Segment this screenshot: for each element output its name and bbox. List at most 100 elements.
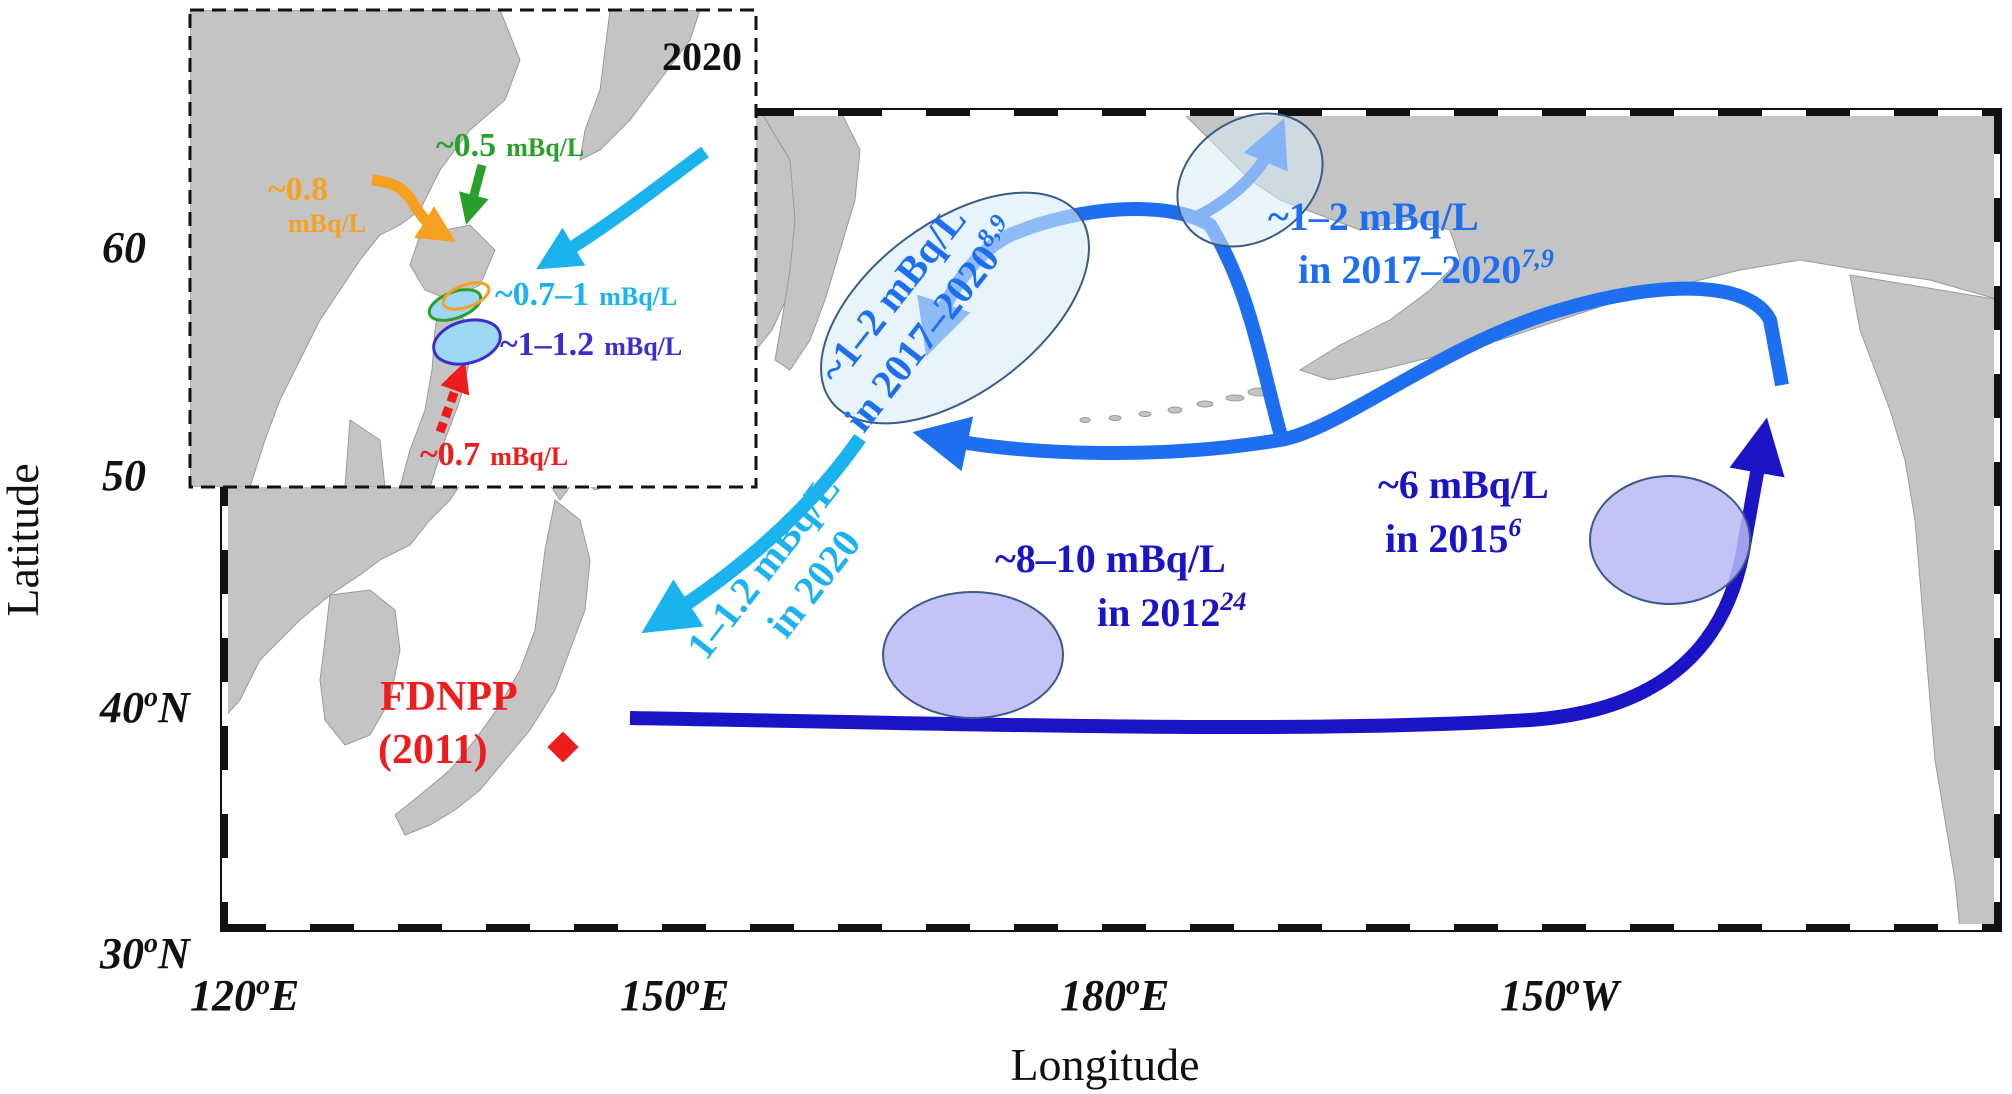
okhotsk-area: [820, 191, 1090, 425]
frame-tick: [1850, 110, 1894, 116]
frame-tick: [222, 924, 266, 930]
frame-tick: [1994, 242, 2000, 286]
frame-tick: [1278, 924, 1322, 930]
x-axis-labels: 120oE 150oE 180oE 150oW: [190, 970, 1622, 1020]
frame-tick: [882, 110, 926, 116]
frame-tick: [1410, 110, 1454, 116]
x-tick-label: 180oE: [1060, 970, 1169, 1020]
mid-blue-loop-arrow: [912, 281, 1789, 472]
frame-tick: [1718, 924, 1762, 930]
frame-tick: [1630, 110, 1674, 116]
frame-tick: [1366, 924, 1410, 930]
frame-tick: [970, 924, 1014, 930]
frame-tick: [222, 638, 228, 682]
frame-tick: [1146, 110, 1190, 116]
inset-blue-area: [432, 318, 502, 366]
frame-tick: [1674, 110, 1718, 116]
frame-tick: [1234, 924, 1278, 930]
frame-tick: [1994, 814, 2000, 858]
frame-tick: [794, 924, 838, 930]
inset-green-arrow: [459, 163, 489, 225]
inset-year: 2020: [662, 34, 742, 79]
frame-tick: [1102, 924, 1146, 930]
east-period: in 20156: [1385, 513, 1521, 561]
inset-green-value: ~0.5 mBq/L: [436, 127, 584, 164]
frame-tick: [1630, 924, 1674, 930]
y-axis-labels: 30oN 40oN: [99, 682, 192, 978]
frame-tick: [1102, 110, 1146, 116]
frame-tick: [706, 924, 750, 930]
frame-tick: [222, 858, 228, 902]
central-period: in 201224: [1097, 587, 1246, 635]
frame-tick: [1994, 462, 2000, 506]
frame-tick: [1586, 110, 1630, 116]
bering-value: ~1–2 mBq/L: [1268, 194, 1479, 239]
frame-tick: [1542, 924, 1586, 930]
frame-tick: [442, 924, 486, 930]
frame-tick: [1994, 330, 2000, 374]
frame-tick: [1058, 924, 1102, 930]
frame-tick: [970, 110, 1014, 116]
frame-tick: [1498, 110, 1542, 116]
fdnpp-year: (2011): [378, 727, 488, 773]
frame-tick: [1542, 110, 1586, 116]
frame-tick: [222, 506, 228, 550]
aleutian-islands: [1079, 387, 1273, 423]
frame-tick: [1410, 924, 1454, 930]
frame-tick: [1366, 110, 1410, 116]
frame-tick: [222, 550, 228, 594]
frame-tick: [750, 924, 794, 930]
frame-tick: [1718, 110, 1762, 116]
y-axis-title: Latitude: [0, 463, 48, 616]
frame-tick: [662, 924, 706, 930]
frame-tick: [794, 110, 838, 116]
inset-orange-value: ~0.8: [268, 171, 328, 208]
frame-tick: [222, 594, 228, 638]
frame-tick: [1994, 902, 2000, 930]
inset-orange-arrow: [371, 174, 456, 242]
frame-tick: [1762, 110, 1806, 116]
frame-tick: [222, 682, 228, 726]
frame-tick: [222, 814, 228, 858]
x-tick-label: 150oE: [620, 970, 729, 1020]
frame-tick: [1994, 418, 2000, 462]
korea-land: [319, 589, 401, 746]
inset-y-tick-label: 50: [102, 451, 146, 500]
inset-red-value: ~0.7 mBq/L: [420, 436, 568, 473]
frame-tick: [1994, 858, 2000, 902]
frame-tick: [1994, 594, 2000, 638]
japan-land: [394, 499, 591, 836]
frame-tick: [1014, 110, 1058, 116]
frame-tick: [1994, 286, 2000, 330]
frame-tick: [1850, 924, 1894, 930]
frame-tick: [1994, 374, 2000, 418]
frame-tick: [926, 110, 970, 116]
frame-tick: [574, 924, 618, 930]
frame-tick: [838, 110, 882, 116]
frame-tick: [1994, 638, 2000, 682]
main-map: FDNPP (2011) ~1–2 mBq/L in 2017–20208,9 …: [220, 108, 2002, 932]
frame-tick: [1278, 110, 1322, 116]
frame-tick: [1498, 924, 1542, 930]
frame-tick: [1322, 924, 1366, 930]
frame-tick: [222, 770, 228, 814]
frame-tick: [1894, 924, 1938, 930]
frame-tick: [1938, 110, 1982, 116]
frame-tick: [354, 924, 398, 930]
frame-tick: [926, 924, 970, 930]
frame-tick: [1454, 110, 1498, 116]
frame-tick: [1994, 506, 2000, 550]
frame-tick: [1762, 924, 1806, 930]
east-value: ~6 mBq/L: [1378, 462, 1549, 507]
frame-tick: [1994, 198, 2000, 242]
frame-tick: [1994, 726, 2000, 770]
frame-tick: [310, 924, 354, 930]
frame-tick: [838, 924, 882, 930]
frame-tick: [222, 902, 228, 930]
frame-tick: [1994, 682, 2000, 726]
frame-tick: [1234, 110, 1278, 116]
north-america-land: [1849, 274, 2000, 930]
frame-tick: [1806, 924, 1850, 930]
frame-tick: [882, 924, 926, 930]
